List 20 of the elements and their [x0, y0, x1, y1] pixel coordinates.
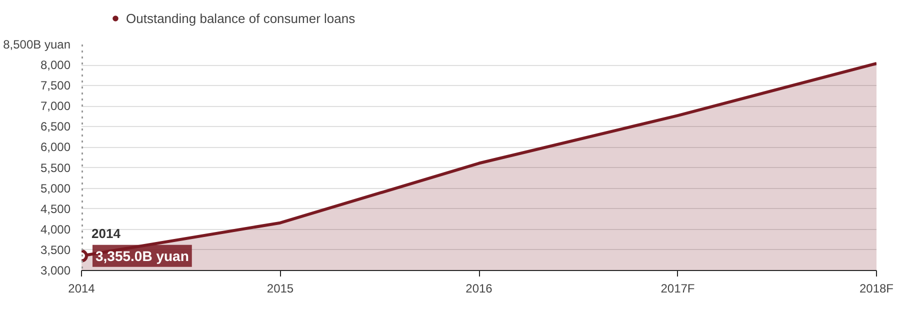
x-tick-label: 2018F	[859, 282, 894, 296]
y-tick-label: 7,500	[40, 78, 71, 93]
y-tick-label: 8,000	[40, 58, 71, 72]
y-tick-label: 3,500	[40, 242, 71, 257]
y-tick-label: 4,500	[40, 202, 71, 216]
y-tick-label: 4,000	[40, 222, 71, 236]
annotation: 2014	[92, 226, 122, 241]
y-tick-label: 5,000	[40, 181, 71, 196]
x-tick-label: 2015	[266, 282, 294, 296]
y-tick-label: 7,000	[40, 99, 71, 114]
y-tick-label: 5,500	[40, 160, 71, 175]
y-tick-label: 3,000	[40, 264, 71, 278]
annotation: 3,355.0B yuan	[96, 248, 189, 264]
y-tick-label: 8,500B yuan	[3, 38, 70, 52]
x-tick-label: 2014	[68, 282, 96, 296]
legend-label: Outstanding balance of consumer loans	[126, 10, 356, 26]
y-tick-label: 6,500	[40, 120, 71, 134]
y-tick-label: 6,000	[40, 140, 71, 154]
x-tick-label: 2016	[466, 282, 493, 296]
x-tick-label: 2017F	[660, 282, 695, 296]
